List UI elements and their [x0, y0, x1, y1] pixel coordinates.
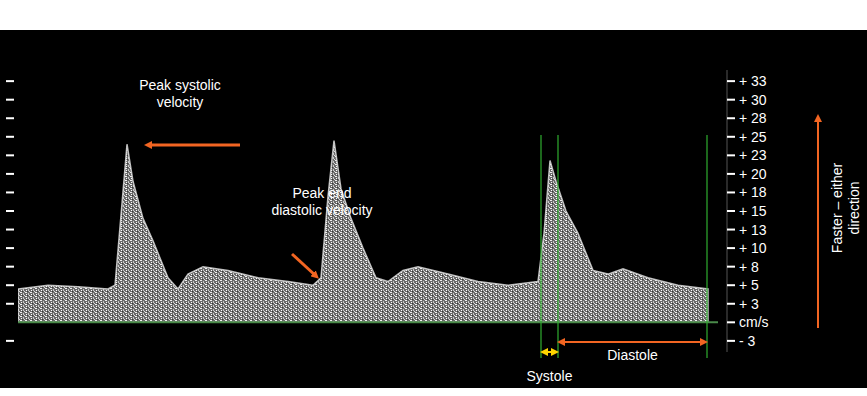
y-tick-label: + 18 — [739, 184, 767, 200]
y-tick-label: + 10 — [739, 240, 767, 256]
y-tick-label: + 33 — [739, 73, 767, 89]
y-tick-label: + 13 — [739, 222, 767, 238]
y-tick — [727, 284, 735, 286]
annotation-line: Faster – either — [829, 163, 845, 254]
y-tick — [727, 247, 735, 249]
y-tick — [727, 80, 735, 82]
y-zero-tick — [727, 321, 735, 323]
y-tick — [727, 191, 735, 193]
chart: + 33 + 30 + 28 + 25 + 23 + 20 + 18 + 15 + 13 + 10… — [0, 0, 867, 396]
y-tick-label: + 5 — [739, 277, 759, 293]
y-tick-label: + 23 — [739, 147, 767, 163]
y-tick-left — [6, 191, 14, 193]
interval-arrow — [561, 341, 704, 343]
annotation: Faster – eitherdirection — [829, 163, 862, 254]
plot-area — [18, 141, 708, 323]
y-tick-left — [6, 284, 14, 286]
y-tick-left — [6, 210, 14, 212]
annotation: Peak systolicvelocity — [139, 77, 221, 110]
interval-arrow — [544, 351, 555, 353]
interval-marker — [557, 135, 558, 358]
annotation-line: direction — [846, 182, 862, 235]
y-tick-label: + 3 — [739, 296, 759, 312]
y-tick — [727, 210, 735, 212]
y-tick-left — [6, 117, 14, 119]
y-tick-label: + 30 — [739, 92, 767, 108]
y-tick — [727, 229, 735, 231]
interval-label: Systole — [527, 368, 573, 384]
y-tick-left — [6, 247, 14, 249]
annotation-line: velocity — [157, 94, 204, 110]
annotation-line: Peak end — [292, 185, 351, 201]
y-tick-left — [6, 173, 14, 175]
y-tick-label: - 3 — [739, 333, 756, 349]
y-tick-label: + 8 — [739, 259, 759, 275]
background — [0, 30, 867, 388]
y-tick-label: + 28 — [739, 110, 767, 126]
y-tick-left — [6, 266, 14, 268]
y-tick — [727, 117, 735, 119]
interval-marker — [540, 135, 541, 358]
y-tick-left — [6, 303, 14, 305]
y-tick-label: + 20 — [739, 166, 767, 182]
y-tick — [727, 303, 735, 305]
y-tick-label: + 25 — [739, 129, 767, 145]
side-annotation: Faster – eitherdirection — [829, 163, 862, 254]
y-tick — [727, 99, 735, 101]
faster-arrow — [817, 118, 819, 328]
y-tick-left — [6, 229, 14, 231]
interval-label: Diastole — [607, 347, 658, 363]
y-axis-label: cm/s — [739, 314, 769, 330]
y-tick — [727, 173, 735, 175]
y-tick-left — [6, 136, 14, 138]
annotation-line: diastolic velocity — [271, 202, 372, 218]
y-tick-left — [6, 80, 14, 82]
y-tick-left — [6, 99, 14, 101]
interval-marker — [706, 135, 707, 358]
y-tick-label: + 15 — [739, 203, 767, 219]
baseline — [18, 321, 718, 323]
y-tick-left — [6, 340, 14, 342]
y-tick — [727, 154, 735, 156]
doppler-spectrum — [18, 141, 708, 323]
y-tick — [727, 136, 735, 138]
y-tick-left — [6, 154, 14, 156]
annotation-arrow — [292, 254, 316, 276]
y-tick — [727, 340, 735, 342]
annotation: Peak enddiastolic velocity — [271, 185, 372, 218]
y-tick — [727, 266, 735, 268]
annotation-arrow — [148, 144, 240, 147]
annotation-line: Peak systolic — [139, 77, 221, 93]
